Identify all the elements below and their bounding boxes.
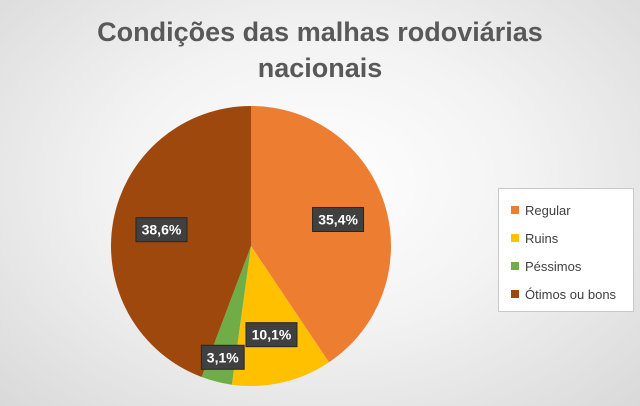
legend-swatch bbox=[511, 290, 519, 298]
legend-swatch bbox=[511, 262, 519, 270]
data-label-box bbox=[135, 217, 188, 243]
data-label-pessimos: 3,1% bbox=[200, 344, 245, 370]
data-label-regular: 35,4% bbox=[312, 207, 365, 233]
chart-title: Condições das malhas rodoviárias naciona… bbox=[60, 14, 580, 86]
data-label-text: 10,1% bbox=[252, 327, 292, 343]
legend-item-pessimos: Péssimos bbox=[511, 252, 633, 280]
data-label-text: 3,1% bbox=[207, 349, 239, 365]
legend: Regular Ruins Péssimos Ótimos ou bons bbox=[498, 188, 634, 312]
data-label-box bbox=[200, 344, 245, 370]
data-label-box bbox=[312, 207, 365, 233]
legend-label: Péssimos bbox=[525, 258, 582, 274]
chart-title-line-1: Condições das malhas rodoviárias bbox=[97, 17, 543, 47]
legend-item-ruins: Ruins bbox=[511, 224, 633, 252]
chart-title-line-2: nacionais bbox=[257, 53, 383, 83]
data-label-text: 35,4% bbox=[318, 212, 358, 228]
legend-label: Ótimos ou bons bbox=[525, 286, 617, 302]
data-label-text: 38,6% bbox=[142, 222, 182, 238]
legend-swatch bbox=[511, 234, 519, 242]
pie-slice-ruins bbox=[231, 246, 329, 386]
legend-item-otimos-ou-bons: Ótimos ou bons bbox=[511, 280, 633, 308]
data-label-box bbox=[245, 322, 298, 348]
pie-slice-regular bbox=[251, 106, 391, 363]
data-label-otimos-ou-bons: 38,6% bbox=[135, 217, 188, 243]
legend-item-regular: Regular bbox=[511, 196, 633, 224]
pie-data-labels: 35,4% 10,1% 3,1% 38,6% bbox=[135, 207, 365, 370]
data-label-ruins: 10,1% bbox=[245, 322, 298, 348]
legend-label: Regular bbox=[525, 202, 571, 218]
legend-label: Ruins bbox=[525, 230, 559, 246]
legend-swatch bbox=[511, 206, 519, 214]
